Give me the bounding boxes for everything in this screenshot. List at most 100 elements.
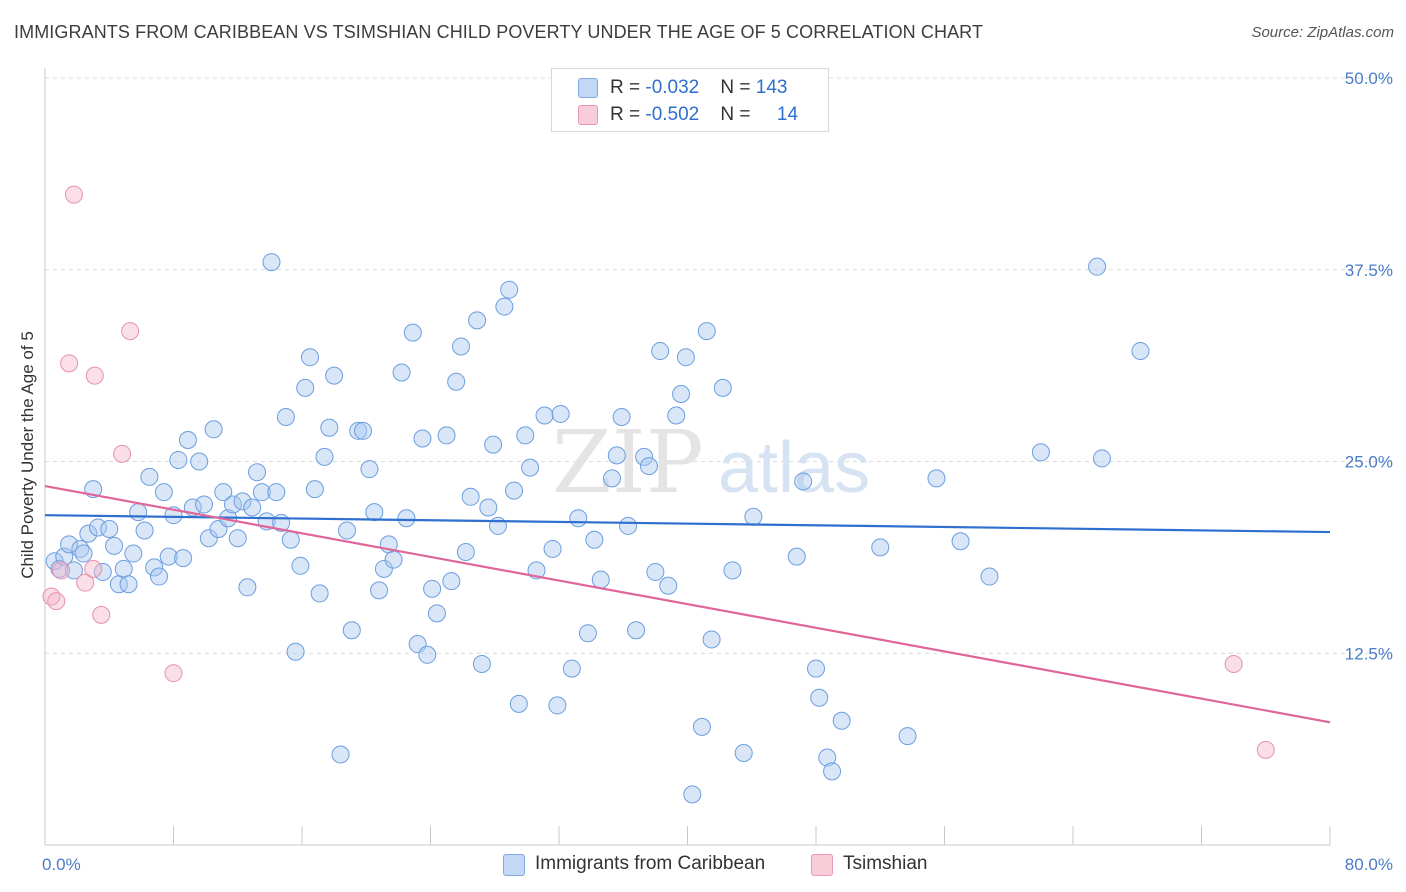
watermark-atlas: atlas bbox=[718, 428, 870, 508]
point-caribbean bbox=[320, 418, 339, 437]
point-caribbean bbox=[418, 645, 437, 664]
point-caribbean bbox=[823, 762, 842, 781]
point-caribbean bbox=[413, 429, 432, 448]
point-caribbean bbox=[169, 450, 188, 469]
point-caribbean bbox=[384, 550, 403, 569]
point-caribbean bbox=[325, 366, 344, 385]
bottom-legend-swatch-caribbean bbox=[503, 854, 525, 876]
y-tick-label: 12.5% bbox=[1345, 644, 1393, 663]
point-caribbean bbox=[159, 547, 178, 566]
trend-lines bbox=[44, 484, 1331, 724]
point-caribbean bbox=[423, 579, 442, 598]
point-caribbean bbox=[267, 483, 286, 502]
point-caribbean bbox=[145, 558, 164, 577]
point-caribbean bbox=[723, 561, 742, 580]
point-caribbean bbox=[301, 348, 320, 367]
grid-lines bbox=[45, 77, 1392, 654]
point-caribbean bbox=[238, 578, 257, 597]
point-caribbean bbox=[140, 467, 159, 486]
watermark: ZIP atlas bbox=[552, 413, 870, 513]
source-note: Source: ZipAtlas.com bbox=[1251, 24, 1394, 41]
point-caribbean bbox=[591, 570, 610, 589]
legend-r-label: R = bbox=[610, 104, 646, 125]
point-tsimshian bbox=[60, 354, 79, 373]
point-tsimshian bbox=[1256, 740, 1275, 759]
correlation-legend: R = -0.032 N = 143 R = -0.502 N = 14 bbox=[551, 68, 829, 132]
point-caribbean bbox=[74, 544, 93, 563]
point-caribbean bbox=[807, 659, 825, 678]
point-caribbean bbox=[248, 463, 267, 482]
point-caribbean bbox=[286, 642, 305, 661]
point-caribbean bbox=[199, 529, 218, 548]
point-caribbean bbox=[392, 363, 411, 382]
point-caribbean bbox=[442, 572, 461, 591]
point-caribbean bbox=[64, 561, 83, 580]
point-caribbean bbox=[1088, 257, 1107, 276]
point-caribbean bbox=[619, 516, 638, 535]
point-caribbean bbox=[243, 498, 262, 517]
bottom-legend-label-tsimshian: Tsimshian bbox=[843, 853, 928, 874]
point-caribbean bbox=[360, 460, 379, 479]
point-tsimshian bbox=[84, 559, 103, 578]
point-caribbean bbox=[635, 447, 654, 466]
point-tsimshian bbox=[164, 664, 183, 683]
point-caribbean bbox=[468, 311, 487, 330]
point-caribbean bbox=[310, 584, 329, 603]
point-caribbean bbox=[100, 519, 119, 538]
point-caribbean bbox=[354, 421, 373, 440]
point-caribbean bbox=[370, 581, 389, 600]
point-caribbean bbox=[461, 487, 480, 506]
point-caribbean bbox=[135, 521, 154, 540]
y-tick-label: 50.0% bbox=[1345, 69, 1393, 88]
point-caribbean bbox=[79, 524, 98, 543]
point-caribbean bbox=[365, 503, 384, 522]
bottom-legend-swatch-tsimshian bbox=[811, 854, 833, 876]
point-caribbean bbox=[105, 536, 124, 555]
point-caribbean bbox=[1092, 449, 1111, 468]
point-caribbean bbox=[607, 446, 626, 465]
point-caribbean bbox=[315, 447, 334, 466]
bottom-legend-label-caribbean: Immigrants from Caribbean bbox=[535, 853, 766, 874]
point-caribbean bbox=[119, 575, 138, 594]
point-caribbean bbox=[810, 688, 829, 707]
point-caribbean bbox=[472, 654, 491, 673]
y-tick-label: 37.5% bbox=[1345, 261, 1393, 280]
point-caribbean bbox=[832, 711, 851, 730]
point-tsimshian bbox=[47, 592, 66, 611]
point-caribbean bbox=[223, 495, 242, 514]
point-caribbean bbox=[951, 532, 970, 551]
point-tsimshian bbox=[64, 185, 83, 204]
point-caribbean bbox=[603, 469, 622, 488]
point-caribbean bbox=[397, 509, 416, 528]
point-caribbean bbox=[129, 503, 148, 522]
legend-r-value: -0.502 bbox=[645, 104, 700, 125]
point-tsimshian bbox=[92, 605, 111, 624]
point-caribbean bbox=[195, 495, 214, 514]
point-caribbean bbox=[281, 530, 300, 549]
point-caribbean bbox=[452, 337, 471, 356]
point-caribbean bbox=[190, 452, 209, 471]
y-axis-label: Child Poverty Under the Age of 5 bbox=[18, 331, 37, 579]
point-caribbean bbox=[1031, 443, 1050, 462]
point-caribbean bbox=[898, 727, 917, 746]
point-caribbean bbox=[214, 483, 233, 502]
point-caribbean bbox=[535, 406, 554, 425]
point-caribbean bbox=[627, 621, 646, 640]
point-caribbean bbox=[342, 621, 361, 640]
axis-labels: 12.5% 25.0% 37.5% 50.0% 0.0% 80.0% Child Pover… bbox=[18, 69, 1393, 874]
legend-n-value: 143 bbox=[755, 77, 788, 98]
point-caribbean bbox=[927, 469, 946, 488]
legend-r-value: -0.032 bbox=[645, 77, 700, 98]
point-caribbean bbox=[787, 547, 806, 566]
point-caribbean bbox=[551, 404, 570, 423]
point-caribbean bbox=[500, 280, 519, 299]
point-caribbean bbox=[403, 323, 422, 342]
point-caribbean bbox=[578, 624, 597, 643]
point-tsimshian bbox=[121, 322, 140, 341]
point-caribbean bbox=[233, 492, 252, 511]
point-caribbean bbox=[174, 549, 193, 568]
chart-title: IMMIGRANTS FROM CARIBBEAN VS TSIMSHIAN C… bbox=[14, 22, 984, 42]
point-caribbean bbox=[871, 538, 890, 557]
point-caribbean bbox=[479, 498, 498, 517]
point-caribbean bbox=[818, 748, 837, 767]
